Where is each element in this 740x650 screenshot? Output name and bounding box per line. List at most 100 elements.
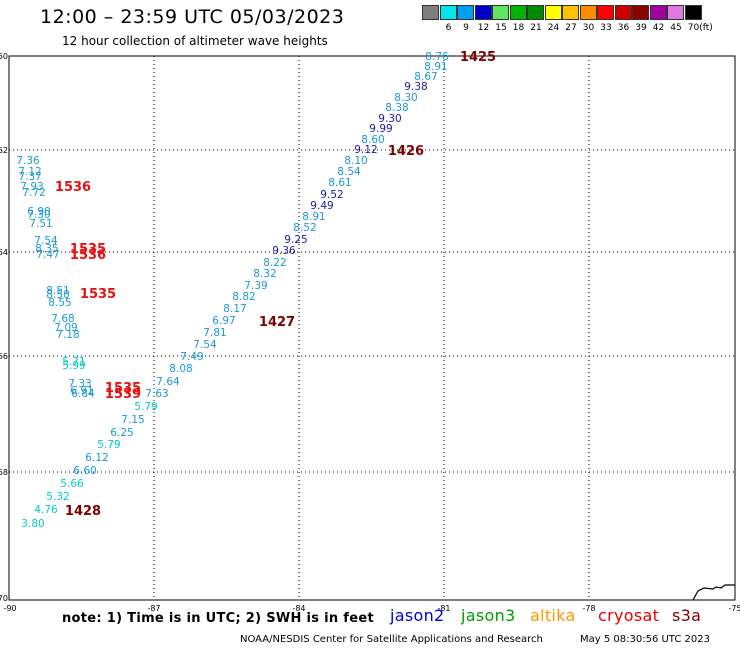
wave-height-label: 7.64 bbox=[156, 376, 180, 388]
wave-height-label: 5.79 bbox=[134, 401, 157, 413]
pass-time-label: 1535 bbox=[70, 242, 106, 257]
wave-height-label: 4.76 bbox=[34, 504, 58, 516]
wave-height-label: 7.63 bbox=[145, 388, 168, 400]
map-grid bbox=[9, 56, 735, 600]
wave-height-label: 8.50 bbox=[46, 289, 69, 301]
pass-time-label: 1427 bbox=[259, 315, 295, 330]
wave-height-label: 9.38 bbox=[404, 81, 427, 93]
pass-time-label: 1535 bbox=[105, 381, 141, 396]
wave-height-label: 9.49 bbox=[310, 200, 333, 212]
colorbar-swatch bbox=[457, 5, 474, 20]
wave-height-label: 8.17 bbox=[223, 303, 246, 315]
pass-time-label: 1536 bbox=[70, 248, 106, 263]
wave-height-label: 7.09 bbox=[54, 322, 77, 334]
colorbar-label: 70 bbox=[687, 23, 700, 33]
wave-height-label: 7.15 bbox=[121, 414, 144, 426]
satellite-legend-s3a: s3a bbox=[672, 606, 702, 625]
wave-height-label: 8.30 bbox=[394, 92, 417, 104]
satellite-legend-jason3: jason3 bbox=[461, 606, 516, 625]
lon-tick-label: -90 bbox=[3, 604, 16, 613]
wave-height-label: 5.71 bbox=[62, 356, 85, 368]
colorbar-label: 33 bbox=[600, 23, 612, 33]
wave-height-label: 5.99 bbox=[62, 360, 85, 372]
colorbar-swatch bbox=[562, 5, 579, 20]
wave-height-label: 7.93 bbox=[20, 181, 43, 193]
colorbar-swatch bbox=[667, 5, 684, 20]
wave-height-label: 5.79 bbox=[97, 439, 120, 451]
wave-height-label: 6.91 bbox=[70, 385, 93, 397]
colorbar-swatch bbox=[439, 5, 457, 20]
wave-height-label: 7.30 bbox=[27, 209, 50, 221]
colorbar-swatch bbox=[422, 5, 439, 20]
lat-tick-label: -70 bbox=[0, 594, 8, 603]
colorbar-label: 42 bbox=[652, 23, 665, 33]
wave-height-label: 9.99 bbox=[369, 123, 392, 135]
lat-tick-label: -64 bbox=[0, 248, 8, 257]
lat-tick-label: -66 bbox=[0, 352, 8, 361]
colorbar-label: 21 bbox=[530, 23, 542, 33]
colorbar-label: 45 bbox=[670, 23, 682, 33]
wave-height-label: 8.22 bbox=[263, 257, 286, 269]
pass-time-label: 1425 bbox=[460, 50, 496, 65]
footer-note: note: 1) Time is in UTC; 2) SWH is in fe… bbox=[62, 611, 374, 626]
lon-tick-label: -84 bbox=[292, 604, 305, 613]
wave-height-label: 8.51 bbox=[46, 285, 69, 297]
wave-height-label: 8.55 bbox=[48, 297, 71, 309]
wave-height-label: 6.84 bbox=[71, 388, 95, 400]
colorbar-swatch bbox=[544, 5, 562, 20]
wave-height-label: 6.60 bbox=[73, 465, 96, 477]
wave-height-label: 8.82 bbox=[232, 291, 255, 303]
wave-height-values: 8.768.918.679.388.308.389.309.998.609.12… bbox=[16, 51, 449, 530]
credit-line: NOAA/NESDIS Center for Satellite Applica… bbox=[240, 634, 543, 645]
wave-height-label: 7.49 bbox=[180, 351, 203, 363]
wave-height-label: 9.25 bbox=[284, 234, 307, 246]
wave-height-label: 7.18 bbox=[56, 329, 79, 341]
map-subtitle: 12 hour collection of altimeter wave hei… bbox=[62, 34, 328, 48]
colorbar-swatch bbox=[509, 5, 527, 20]
colorbar-unit: (ft) bbox=[699, 23, 713, 33]
wave-height-label: 9.36 bbox=[272, 245, 296, 257]
wave-height-label: 7.12 bbox=[18, 166, 41, 178]
lat-tick-label: -60 bbox=[0, 52, 8, 61]
wave-height-label: 8.32 bbox=[253, 268, 276, 280]
wave-height-label: 8.91 bbox=[302, 211, 325, 223]
wave-height-label: 5.66 bbox=[60, 478, 84, 490]
wave-height-label: 8.91 bbox=[424, 61, 447, 73]
colorbar-label: 30 bbox=[582, 23, 595, 33]
colorbar-swatch bbox=[492, 5, 509, 20]
colorbar-label: 27 bbox=[565, 23, 577, 33]
colorbar-swatch bbox=[597, 5, 614, 20]
satellite-legend-altika: altika bbox=[530, 606, 576, 625]
wave-height-label: 9.52 bbox=[320, 189, 343, 201]
pass-time-label: 1535 bbox=[80, 287, 116, 302]
wave-height-label: 8.35 bbox=[35, 243, 58, 255]
colorbar-label: 9 bbox=[463, 23, 469, 33]
wave-height-label: 7.81 bbox=[203, 327, 226, 339]
wave-height-label: 8.52 bbox=[293, 222, 316, 234]
colorbar-swatch bbox=[474, 5, 492, 20]
wave-height-label: 8.38 bbox=[385, 102, 408, 114]
lon-tick-label: -75 bbox=[728, 604, 740, 613]
colorbar-swatch bbox=[579, 5, 597, 20]
colorbar-label: 24 bbox=[547, 23, 560, 33]
wave-height-label: 6.97 bbox=[212, 315, 235, 327]
wave-height-label: 7.51 bbox=[29, 218, 52, 230]
wave-height-label: 9.30 bbox=[378, 113, 401, 125]
wave-height-label: 6.25 bbox=[110, 427, 133, 439]
pass-time-label: 1539 bbox=[105, 387, 141, 402]
satellite-legend-jason2: jason2 bbox=[390, 606, 445, 625]
colorbar-label: 39 bbox=[635, 23, 647, 33]
wave-height-label: 8.54 bbox=[337, 166, 361, 178]
pass-time-label: 1428 bbox=[65, 504, 101, 519]
wave-height-label: 7.54 bbox=[34, 235, 58, 247]
generated-timestamp: May 5 08:30:56 UTC 2023 bbox=[580, 634, 710, 645]
colorbar-swatch bbox=[614, 5, 632, 20]
wave-height-label: 3.80 bbox=[21, 518, 44, 530]
colorbar-label: 15 bbox=[495, 23, 507, 33]
wave-height-label: 9.12 bbox=[354, 144, 377, 156]
wave-height-label: 8.76 bbox=[425, 51, 449, 63]
colorbar-label: 36 bbox=[617, 23, 630, 33]
wave-height-label: 7.36 bbox=[16, 155, 40, 167]
